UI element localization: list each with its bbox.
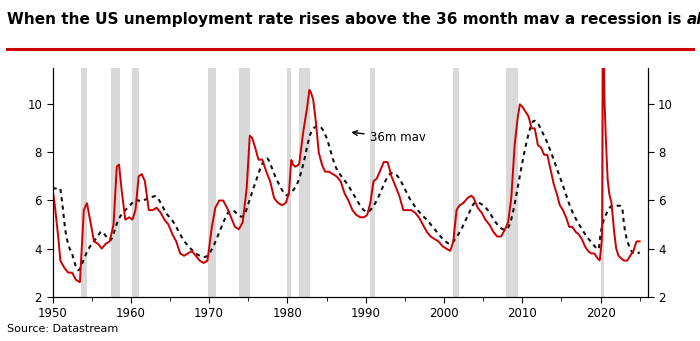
Bar [80, 68, 87, 297]
Bar [209, 68, 216, 297]
Bar [132, 68, 139, 297]
Text: 36m mav: 36m mav [353, 131, 426, 145]
Bar [239, 68, 250, 297]
Bar [454, 68, 458, 297]
Text: always: always [687, 12, 700, 27]
Text: Source: Datastream: Source: Datastream [7, 324, 118, 334]
Bar [601, 68, 604, 297]
Bar [288, 68, 291, 297]
Text: When the US unemployment rate rises above the 36 month mav a recession is: When the US unemployment rate rises abov… [7, 12, 687, 27]
Bar [370, 68, 375, 297]
Bar [506, 68, 518, 297]
Bar [111, 68, 120, 297]
Bar [299, 68, 310, 297]
